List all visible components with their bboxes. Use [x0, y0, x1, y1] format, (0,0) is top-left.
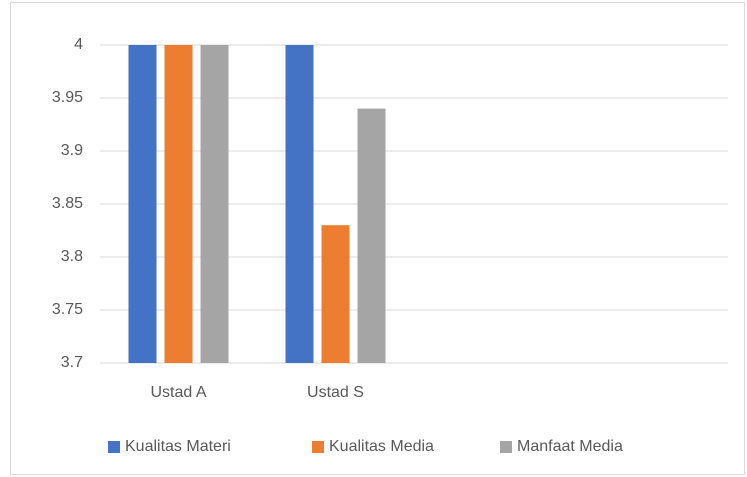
y-tick-label: 3.9	[61, 142, 83, 159]
x-tick-label: Ustad S	[307, 384, 364, 401]
bar	[128, 45, 157, 363]
legend-swatch	[312, 441, 324, 453]
y-tick-label: 3.85	[52, 195, 83, 212]
y-tick-label: 4	[74, 36, 83, 53]
bar	[285, 45, 314, 363]
legend-label: Kualitas Media	[329, 438, 434, 455]
bar	[200, 45, 229, 363]
legend-label: Kualitas Materi	[125, 438, 231, 455]
legend-swatch	[500, 441, 512, 453]
legend-label: Manfaat Media	[517, 438, 623, 455]
x-tick-label: Ustad A	[150, 384, 206, 401]
y-tick-label: 3.75	[52, 301, 83, 318]
bar	[164, 45, 193, 363]
bar	[357, 108, 386, 363]
y-tick-label: 3.7	[61, 354, 83, 371]
y-tick-label: 3.8	[61, 248, 83, 265]
legend-swatch	[108, 441, 120, 453]
bar	[321, 225, 350, 363]
y-tick-label: 3.95	[52, 89, 83, 106]
